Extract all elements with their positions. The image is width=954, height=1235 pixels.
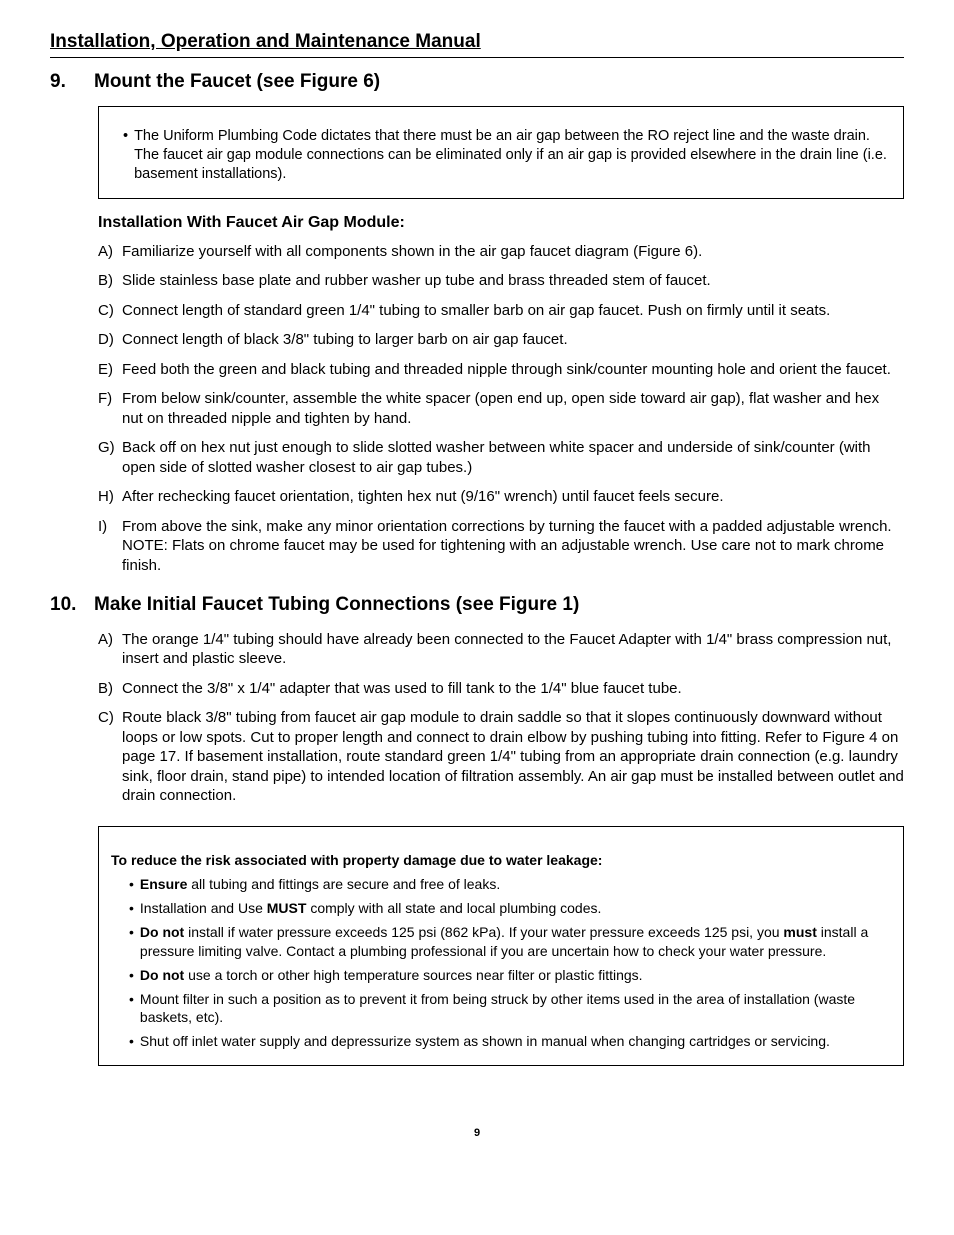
caution-heading: To reduce the risk associated with prope… [111,851,891,869]
caution-item: Installation and Use MUST comply with al… [140,899,601,917]
bullet-icon: • [129,899,140,917]
step-text: After rechecking faucet orientation, tig… [122,487,724,507]
step-letter: C) [98,301,122,321]
section-heading: Make Initial Faucet Tubing Connections (… [94,593,579,618]
step-text: Slide stainless base plate and rubber wa… [122,271,711,291]
step-letter: D) [98,330,122,350]
section-9-title: 9. Mount the Faucet (see Figure 6) [50,70,904,95]
step-text: Back off on hex nut just enough to slide… [122,438,904,477]
bullet-icon: • [129,875,140,893]
step-letter: A) [98,630,122,669]
section-10-title: 10. Make Initial Faucet Tubing Connectio… [50,593,904,618]
section-number: 10. [50,593,94,618]
bullet-icon: • [129,923,140,959]
step-letter: C) [98,708,122,806]
step-text: Feed both the green and black tubing and… [122,360,891,380]
step-text: Connect the 3/8" x 1/4" adapter that was… [122,679,682,699]
section-number: 9. [50,70,94,95]
caution-list: • Ensure all tubing and fittings are sec… [111,875,891,1051]
note-box: • The Uniform Plumbing Code dictates tha… [98,106,904,199]
step-letter: G) [98,438,122,477]
step-text: Connect length of standard green 1/4" tu… [122,301,830,321]
step-letter: I) [98,517,122,576]
document-header: Installation, Operation and Maintenance … [50,30,904,58]
bullet-icon: • [129,1032,140,1050]
step-text: Connect length of black 3/8" tubing to l… [122,330,568,350]
step-letter: B) [98,679,122,699]
step-letter: H) [98,487,122,507]
bullet-icon: • [113,127,134,184]
note-text: The Uniform Plumbing Code dictates that … [134,127,889,184]
step-text: From below sink/counter, assemble the wh… [122,389,904,428]
section-10-steps: A)The orange 1/4" tubing should have alr… [98,630,904,806]
step-letter: F) [98,389,122,428]
caution-item: Ensure all tubing and fittings are secur… [140,875,500,893]
caution-item: Mount filter in such a position as to pr… [140,990,891,1026]
caution-item: Shut off inlet water supply and depressu… [140,1032,830,1050]
step-letter: E) [98,360,122,380]
subheading: Installation With Faucet Air Gap Module: [98,213,904,234]
page-number: 9 [50,1126,904,1140]
step-text: From above the sink, make any minor orie… [122,517,904,576]
step-text: Route black 3/8" tubing from faucet air … [122,708,904,806]
step-letter: B) [98,271,122,291]
step-text: The orange 1/4" tubing should have alrea… [122,630,904,669]
step-letter: A) [98,242,122,262]
step-text: Familiarize yourself with all components… [122,242,702,262]
section-9-steps: A)Familiarize yourself with all componen… [98,242,904,576]
caution-item: Do not install if water pressure exceeds… [140,923,891,959]
caution-box: To reduce the risk associated with prope… [98,826,904,1066]
caution-item: Do not use a torch or other high tempera… [140,966,643,984]
bullet-icon: • [129,966,140,984]
bullet-icon: • [129,990,140,1026]
section-heading: Mount the Faucet (see Figure 6) [94,70,380,95]
